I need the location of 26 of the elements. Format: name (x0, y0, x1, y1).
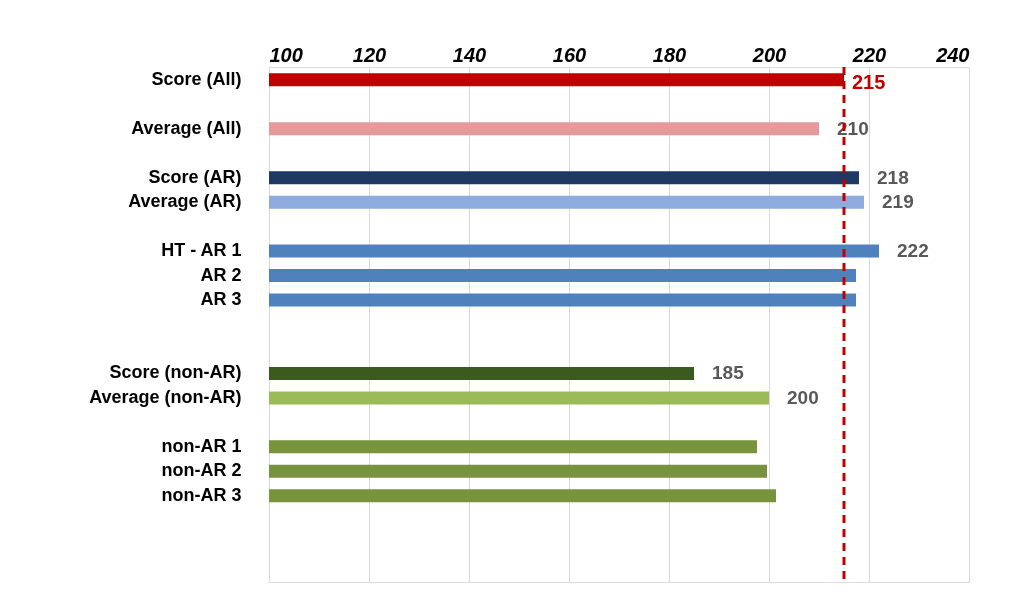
y-tick-label: non-AR 2 (161, 460, 242, 481)
y-tick-label: Score (All) (151, 68, 242, 89)
y-tick-label: Score (non-AR) (109, 362, 242, 383)
y-tick-label: Average (All) (131, 117, 242, 138)
y-tick-label: Average (non-AR) (89, 386, 242, 407)
data-label: 222 (897, 240, 929, 262)
y-tick-label: HT - AR 1 (161, 240, 242, 261)
x-tick-label: 120 (352, 43, 387, 66)
y-tick-label: Average (AR) (128, 191, 242, 212)
y-tick-label: non-AR 1 (161, 435, 242, 456)
y-tick-label: Score (AR) (148, 166, 242, 187)
x-tick-label: 160 (552, 43, 587, 66)
ref-line-label: 215 (852, 71, 886, 94)
data-label: 218 (877, 166, 909, 188)
x-tick-label: 100 (269, 43, 303, 66)
y-tick-label: non-AR 3 (161, 484, 242, 505)
y-tick-label: AR 2 (200, 264, 242, 285)
x-tick-label: 140 (452, 43, 487, 66)
y-tick-label: AR 3 (200, 289, 242, 310)
data-label: 200 (787, 386, 819, 408)
x-tick-label: 240 (935, 43, 970, 66)
x-tick-label: 220 (851, 43, 887, 66)
data-label: 219 (882, 191, 914, 213)
x-tick-label: 200 (751, 43, 787, 66)
x-tick-label: 180 (652, 43, 687, 66)
data-label: 185 (712, 362, 745, 384)
